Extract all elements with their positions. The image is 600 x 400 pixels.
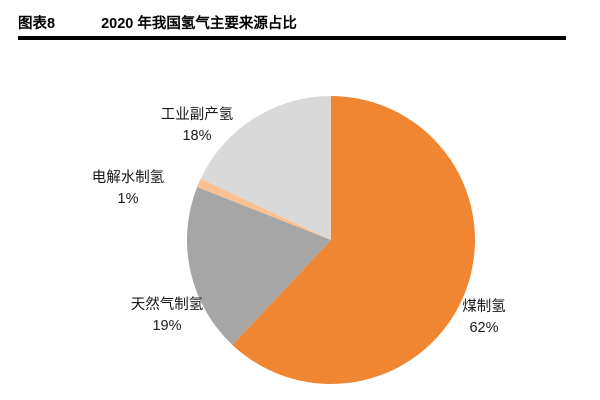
pie-chart: 工业副产氢 18% 电解水制氢 1% 天然气制氢 19% 煤制氢 62% [0,50,600,400]
slice-percent: 19% [152,318,182,334]
figure-label: 图表8 [18,16,56,32]
pie-slice-industrial [200,95,331,240]
slice-name: 煤制氢 [462,299,506,315]
slice-label-coal: 煤制氢 62% [462,297,506,339]
slice-name: 天然气制氢 [130,297,204,313]
slice-percent: 18% [182,128,212,144]
slice-name: 工业副产氢 [160,107,234,123]
slice-label-industrial: 工业副产氢 18% [161,105,234,147]
slice-percent: 1% [117,191,139,207]
slice-percent: 62% [469,320,499,336]
pie-slice-coal [232,96,475,384]
title-divider [18,36,566,40]
figure-header: 图表8 2020 年我国氢气主要来源占比 [18,12,578,33]
slice-label-electrolysis: 电解水制氢 1% [92,168,165,210]
pie-chart-svg [187,95,475,384]
figure-title: 2020 年我国氢气主要来源占比 [101,16,297,32]
pie-slice-natural-gas [187,186,331,345]
pie-slice-electrolysis [197,178,331,240]
slice-label-natural-gas: 天然气制氢 19% [131,295,204,337]
slice-name: 电解水制氢 [91,170,165,186]
